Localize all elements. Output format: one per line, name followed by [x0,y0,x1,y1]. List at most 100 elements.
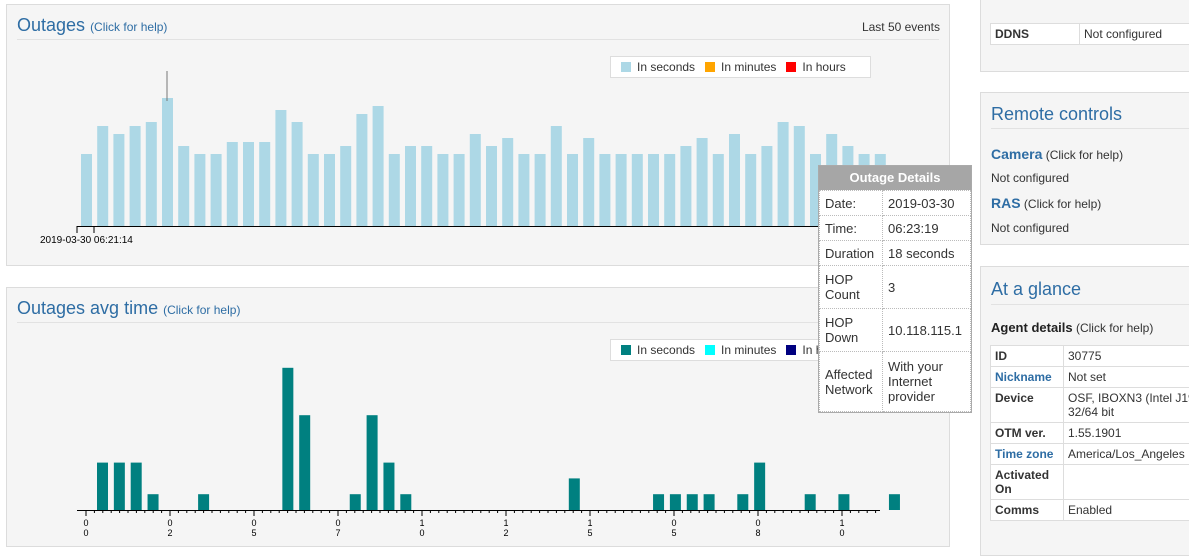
outage-bar[interactable] [632,154,643,226]
avg-tick-label-bottom: 5 [251,528,256,538]
outage-bar[interactable] [599,154,610,226]
agent-row-key[interactable]: Nickname [991,367,1064,388]
agent-row-key: OTM ver. [991,423,1064,444]
outage-bar[interactable] [292,122,303,226]
outage-bar[interactable] [162,98,173,226]
avg-tick-label-top: 1 [419,518,424,528]
agent-row-key: Device [991,388,1064,423]
outage-bar[interactable] [535,154,546,226]
avg-bar[interactable] [383,463,394,510]
outage-bar[interactable] [697,138,708,226]
outage-bar[interactable] [470,134,481,226]
agent-row-value: America/Los_Angeles [1064,444,1189,465]
avg-bar[interactable] [367,415,378,510]
avg-bar[interactable] [838,494,849,510]
avg-bar[interactable] [131,463,142,510]
avg-bar[interactable] [400,494,411,510]
outage-bar[interactable] [664,154,675,226]
camera-label[interactable]: Camera [991,146,1042,162]
outage-bar[interactable] [761,146,772,226]
tooltip-key: HOP Count [820,266,883,309]
outage-bar[interactable] [227,142,238,226]
outage-bar[interactable] [567,154,578,226]
avg-bar[interactable] [148,494,159,510]
outage-bar[interactable] [146,122,157,226]
agent-details-help[interactable]: (Click for help) [1076,321,1153,335]
outage-bar[interactable] [648,154,659,226]
outage-bar[interactable] [389,154,400,226]
outage-bar[interactable] [113,134,124,226]
outage-bar[interactable] [308,154,319,226]
agent-row-key[interactable]: Time zone [991,444,1064,465]
avg-bar[interactable] [737,494,748,510]
outage-bar[interactable] [97,126,108,226]
avg-bar[interactable] [198,494,209,510]
outage-bar[interactable] [324,154,335,226]
avg-tick-label-bottom: 5 [671,528,676,538]
outage-bar[interactable] [81,154,92,226]
avg-bar[interactable] [805,494,816,510]
outage-bar[interactable] [680,146,691,226]
outage-bar[interactable] [454,154,465,226]
outage-bar[interactable] [729,134,740,226]
ras-help[interactable]: (Click for help) [1024,197,1101,211]
outage-bar[interactable] [211,154,222,226]
outage-bar[interactable] [259,142,270,226]
outage-bar[interactable] [486,146,497,226]
outage-bar[interactable] [713,154,724,226]
outage-bar[interactable] [583,138,594,226]
avg-bar[interactable] [704,494,715,510]
agent-row: Activated On [991,465,1189,500]
avg-tick-label-bottom: 5 [587,528,592,538]
avg-bar[interactable] [282,368,293,510]
outage-bar[interactable] [745,154,756,226]
avg-tick-label-top: 1 [839,518,844,528]
outage-bar[interactable] [551,126,562,226]
outage-bar[interactable] [794,126,805,226]
avg-tick-label-top: 0 [335,518,340,528]
avg-bar[interactable] [97,463,108,510]
outage-bar[interactable] [178,146,189,226]
outage-bar[interactable] [194,154,205,226]
x-start-label: 2019-03-30 06:21:14 [40,235,133,246]
outage-bar[interactable] [373,106,384,226]
avg-bar[interactable] [653,494,664,510]
remote-controls-title: Remote controls [991,104,1122,125]
outage-bar[interactable] [421,146,432,226]
outage-bar[interactable] [130,126,141,226]
camera-help[interactable]: (Click for help) [1046,148,1123,162]
avg-bar[interactable] [670,494,681,510]
ras-label[interactable]: RAS [991,195,1021,211]
outage-bar[interactable] [437,154,448,226]
outage-bar[interactable] [243,142,254,226]
outage-bar[interactable] [275,110,286,226]
avg-bar[interactable] [889,494,900,510]
outage-bar[interactable] [340,146,351,226]
avg-bar[interactable] [569,478,580,510]
outage-bar[interactable] [778,122,789,226]
avg-bar[interactable] [687,494,698,510]
outage-bar[interactable] [405,146,416,226]
ddns-value: Not configured [1080,24,1189,45]
outage-bar[interactable] [616,154,627,226]
agent-row: OTM ver.1.55.1901 [991,423,1189,444]
tooltip-value: 18 seconds [883,241,971,266]
camera-row: Camera (Click for help) [991,146,1123,162]
avg-bar[interactable] [299,415,310,510]
avg-bar[interactable] [754,463,765,510]
outage-bar[interactable] [518,154,529,226]
avg-bar[interactable] [350,494,361,510]
avg-bar[interactable] [114,463,125,510]
tooltip-key: Affected Network [820,352,883,412]
outage-bar[interactable] [502,138,513,226]
ras-status: Not configured [991,221,1069,235]
agent-row-key: ID [991,346,1064,367]
outage-bar[interactable] [356,114,367,226]
avg-tick-label-top: 1 [587,518,592,528]
